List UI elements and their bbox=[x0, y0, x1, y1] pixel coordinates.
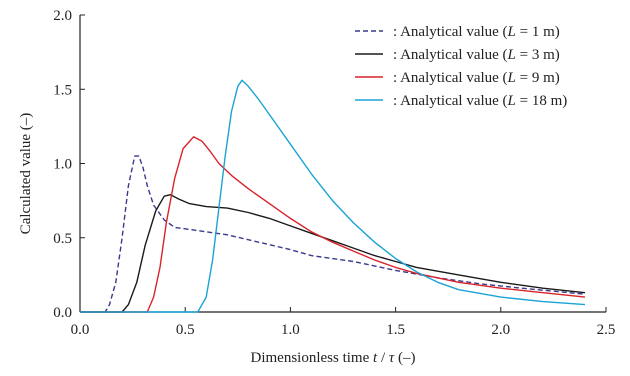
legend-label-part: : Analytical value ( bbox=[393, 93, 508, 109]
legend-label-part: = 9 m) bbox=[516, 70, 560, 86]
x-axis-title: Dimensionless time t / τ (–) bbox=[251, 350, 416, 366]
x-tick-label: 0.5 bbox=[176, 322, 195, 338]
series-line-1 bbox=[80, 194, 586, 313]
legend-label-part: : Analytical value ( bbox=[393, 24, 508, 40]
y-tick-label: 1.5 bbox=[53, 82, 72, 98]
x-tick-label: 1.5 bbox=[386, 322, 405, 338]
y-tick-label: 0.5 bbox=[53, 231, 72, 247]
x-tick-label: 0.0 bbox=[71, 322, 90, 338]
legend: : Analytical value (L = 1 m): Analytical… bbox=[355, 24, 567, 109]
legend-label-part: L bbox=[507, 70, 516, 86]
x-axis-title-part: (–) bbox=[394, 350, 415, 366]
series-line-3 bbox=[80, 79, 586, 313]
x-tick-label: 2.0 bbox=[491, 322, 510, 338]
legend-label-part: L bbox=[507, 24, 516, 40]
y-tick-label: 2.0 bbox=[53, 8, 72, 24]
legend-label-0: : Analytical value (L = 1 m) bbox=[393, 24, 560, 40]
series-layer bbox=[80, 79, 586, 313]
tick-labels: 0.0 0.5 1.0 1.5 2.0 2.5 0.0 0.5 1.0 1.5 2.0 bbox=[53, 8, 615, 338]
x-axis-title-part: / bbox=[377, 350, 389, 366]
legend-label-part: L bbox=[507, 93, 516, 109]
legend-label-part: : Analytical value ( bbox=[393, 70, 508, 86]
series-line-0 bbox=[80, 155, 586, 313]
legend-label-part: L bbox=[507, 47, 516, 63]
y-tick-label: 0.0 bbox=[53, 305, 72, 321]
x-axis-title-part: τ bbox=[389, 350, 395, 366]
legend-label-1: : Analytical value (L = 3 m) bbox=[393, 47, 560, 63]
legend-label-part: = 18 m) bbox=[516, 93, 567, 109]
x-tick-label: 1.0 bbox=[281, 322, 300, 338]
x-axis-title-part: Dimensionless time bbox=[251, 350, 374, 366]
legend-label-part: : Analytical value ( bbox=[393, 47, 508, 63]
series-line-2 bbox=[80, 136, 586, 313]
y-tick-label: 1.0 bbox=[53, 157, 72, 173]
y-axis-title: Calculated value (–) bbox=[18, 113, 34, 235]
legend-label-part: = 1 m) bbox=[516, 24, 560, 40]
x-tick-label: 2.5 bbox=[597, 322, 616, 338]
legend-label-2: : Analytical value (L = 9 m) bbox=[393, 70, 560, 86]
legend-label-3: : Analytical value (L = 18 m) bbox=[393, 93, 567, 109]
x-axis-title-part: t bbox=[373, 350, 378, 366]
legend-label-part: = 3 m) bbox=[516, 47, 560, 63]
